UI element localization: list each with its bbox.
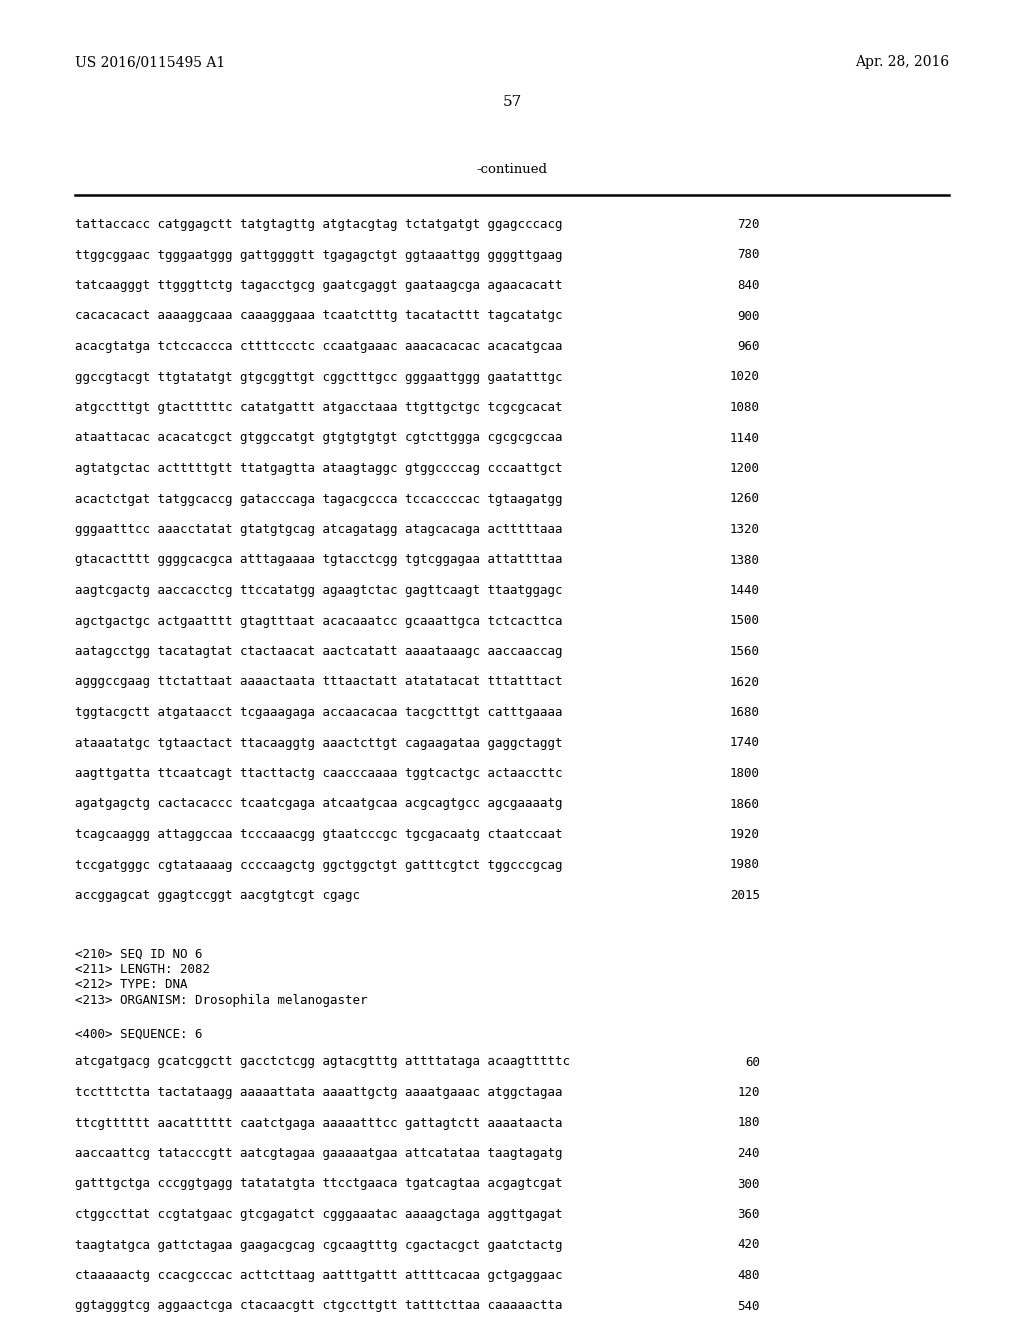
Text: 420: 420 <box>737 1238 760 1251</box>
Text: US 2016/0115495 A1: US 2016/0115495 A1 <box>75 55 225 69</box>
Text: ggtagggtcg aggaactcga ctacaacgtt ctgccttgtt tatttcttaa caaaaactta: ggtagggtcg aggaactcga ctacaacgtt ctgcctt… <box>75 1299 562 1312</box>
Text: gatttgctga cccggtgagg tatatatgta ttcctgaaca tgatcagtaa acgagtcgat: gatttgctga cccggtgagg tatatatgta ttcctga… <box>75 1177 562 1191</box>
Text: agggccgaag ttctattaat aaaactaata tttaactatt atatatacat tttatttact: agggccgaag ttctattaat aaaactaata tttaact… <box>75 676 562 689</box>
Text: tatcaagggt ttgggttctg tagacctgcg gaatcgaggt gaataagcga agaacacatt: tatcaagggt ttgggttctg tagacctgcg gaatcga… <box>75 279 562 292</box>
Text: 1020: 1020 <box>730 371 760 384</box>
Text: agtatgctac actttttgtt ttatgagtta ataagtaggc gtggccccag cccaattgct: agtatgctac actttttgtt ttatgagtta ataagta… <box>75 462 562 475</box>
Text: cacacacact aaaaggcaaa caaagggaaa tcaatctttg tacatacttt tagcatatgc: cacacacact aaaaggcaaa caaagggaaa tcaatct… <box>75 309 562 322</box>
Text: ggccgtacgt ttgtatatgt gtgcggttgt cggctttgcc gggaattggg gaatatttgc: ggccgtacgt ttgtatatgt gtgcggttgt cggcttt… <box>75 371 562 384</box>
Text: tccgatgggc cgtataaaag ccccaagctg ggctggctgt gatttcgtct tggcccgcag: tccgatgggc cgtataaaag ccccaagctg ggctggc… <box>75 858 562 871</box>
Text: -continued: -continued <box>476 162 548 176</box>
Text: acactctgat tatggcaccg gatacccaga tagacgccca tccaccccac tgtaagatgg: acactctgat tatggcaccg gatacccaga tagacgc… <box>75 492 562 506</box>
Text: 57: 57 <box>503 95 521 110</box>
Text: ataattacac acacatcgct gtggccatgt gtgtgtgtgt cgtcttggga cgcgcgccaa: ataattacac acacatcgct gtggccatgt gtgtgtg… <box>75 432 562 445</box>
Text: 1560: 1560 <box>730 645 760 657</box>
Text: 720: 720 <box>737 218 760 231</box>
Text: taagtatgca gattctagaa gaagacgcag cgcaagtttg cgactacgct gaatctactg: taagtatgca gattctagaa gaagacgcag cgcaagt… <box>75 1238 562 1251</box>
Text: <211> LENGTH: 2082: <211> LENGTH: 2082 <box>75 964 210 975</box>
Text: tcagcaaggg attaggccaa tcccaaacgg gtaatcccgc tgcgacaatg ctaatccaat: tcagcaaggg attaggccaa tcccaaacgg gtaatcc… <box>75 828 562 841</box>
Text: atgcctttgt gtactttttc catatgattt atgacctaaa ttgttgctgc tcgcgcacat: atgcctttgt gtactttttc catatgattt atgacct… <box>75 401 562 414</box>
Text: tggtacgctt atgataacct tcgaaagaga accaacacaa tacgctttgt catttgaaaa: tggtacgctt atgataacct tcgaaagaga accaaca… <box>75 706 562 719</box>
Text: ctggccttat ccgtatgaac gtcgagatct cgggaaatac aaaagctaga aggttgagat: ctggccttat ccgtatgaac gtcgagatct cgggaaa… <box>75 1208 562 1221</box>
Text: aagtcgactg aaccacctcg ttccatatgg agaagtctac gagttcaagt ttaatggagc: aagtcgactg aaccacctcg ttccatatgg agaagtc… <box>75 583 562 597</box>
Text: 360: 360 <box>737 1208 760 1221</box>
Text: <212> TYPE: DNA: <212> TYPE: DNA <box>75 978 187 991</box>
Text: acacgtatga tctccaccca cttttccctc ccaatgaaac aaacacacac acacatgcaa: acacgtatga tctccaccca cttttccctc ccaatga… <box>75 341 562 352</box>
Text: aagttgatta ttcaatcagt ttacttactg caacccaaaa tggtcactgc actaaccttc: aagttgatta ttcaatcagt ttacttactg caaccca… <box>75 767 562 780</box>
Text: 60: 60 <box>745 1056 760 1068</box>
Text: 2015: 2015 <box>730 888 760 902</box>
Text: 1440: 1440 <box>730 583 760 597</box>
Text: <213> ORGANISM: Drosophila melanogaster: <213> ORGANISM: Drosophila melanogaster <box>75 994 368 1007</box>
Text: 1920: 1920 <box>730 828 760 841</box>
Text: 180: 180 <box>737 1117 760 1130</box>
Text: 1320: 1320 <box>730 523 760 536</box>
Text: tattaccacc catggagctt tatgtagttg atgtacgtag tctatgatgt ggagcccacg: tattaccacc catggagctt tatgtagttg atgtacg… <box>75 218 562 231</box>
Text: 960: 960 <box>737 341 760 352</box>
Text: 480: 480 <box>737 1269 760 1282</box>
Text: 1860: 1860 <box>730 797 760 810</box>
Text: ctaaaaactg ccacgcccac acttcttaag aatttgattt attttcacaa gctgaggaac: ctaaaaactg ccacgcccac acttcttaag aatttga… <box>75 1269 562 1282</box>
Text: 1500: 1500 <box>730 615 760 627</box>
Text: 1980: 1980 <box>730 858 760 871</box>
Text: agctgactgc actgaatttt gtagtttaat acacaaatcc gcaaattgca tctcacttca: agctgactgc actgaatttt gtagtttaat acacaaa… <box>75 615 562 627</box>
Text: 1200: 1200 <box>730 462 760 475</box>
Text: ttcgtttttt aacatttttt caatctgaga aaaaatttcc gattagtctt aaaataacta: ttcgtttttt aacatttttt caatctgaga aaaaatt… <box>75 1117 562 1130</box>
Text: 1260: 1260 <box>730 492 760 506</box>
Text: ttggcggaac tgggaatggg gattggggtt tgagagctgt ggtaaattgg ggggttgaag: ttggcggaac tgggaatggg gattggggtt tgagagc… <box>75 248 562 261</box>
Text: agatgagctg cactacaccc tcaatcgaga atcaatgcaa acgcagtgcc agcgaaaatg: agatgagctg cactacaccc tcaatcgaga atcaatg… <box>75 797 562 810</box>
Text: accggagcat ggagtccggt aacgtgtcgt cgagc: accggagcat ggagtccggt aacgtgtcgt cgagc <box>75 888 360 902</box>
Text: <400> SEQUENCE: 6: <400> SEQUENCE: 6 <box>75 1027 203 1040</box>
Text: 780: 780 <box>737 248 760 261</box>
Text: 1800: 1800 <box>730 767 760 780</box>
Text: Apr. 28, 2016: Apr. 28, 2016 <box>855 55 949 69</box>
Text: 1740: 1740 <box>730 737 760 750</box>
Text: <210> SEQ ID NO 6: <210> SEQ ID NO 6 <box>75 948 203 961</box>
Text: 900: 900 <box>737 309 760 322</box>
Text: gtacactttt ggggcacgca atttagaaaa tgtacctcgg tgtcggagaa attattttaa: gtacactttt ggggcacgca atttagaaaa tgtacct… <box>75 553 562 566</box>
Text: tcctttctta tactataagg aaaaattata aaaattgctg aaaatgaaac atggctagaa: tcctttctta tactataagg aaaaattata aaaattg… <box>75 1086 562 1100</box>
Text: aaccaattcg tatacccgtt aatcgtagaa gaaaaatgaa attcatataa taagtagatg: aaccaattcg tatacccgtt aatcgtagaa gaaaaat… <box>75 1147 562 1160</box>
Text: 300: 300 <box>737 1177 760 1191</box>
Text: 840: 840 <box>737 279 760 292</box>
Text: aatagcctgg tacatagtat ctactaacat aactcatatt aaaataaagc aaccaaccag: aatagcctgg tacatagtat ctactaacat aactcat… <box>75 645 562 657</box>
Text: gggaatttcc aaacctatat gtatgtgcag atcagatagg atagcacaga actttttaaa: gggaatttcc aaacctatat gtatgtgcag atcagat… <box>75 523 562 536</box>
Text: atcgatgacg gcatcggctt gacctctcgg agtacgtttg attttataga acaagtttttc: atcgatgacg gcatcggctt gacctctcgg agtacgt… <box>75 1056 570 1068</box>
Text: 1680: 1680 <box>730 706 760 719</box>
Text: 1380: 1380 <box>730 553 760 566</box>
Text: 540: 540 <box>737 1299 760 1312</box>
Text: 120: 120 <box>737 1086 760 1100</box>
Text: 1080: 1080 <box>730 401 760 414</box>
Text: 1140: 1140 <box>730 432 760 445</box>
Text: 1620: 1620 <box>730 676 760 689</box>
Text: 240: 240 <box>737 1147 760 1160</box>
Text: ataaatatgc tgtaactact ttacaaggtg aaactcttgt cagaagataa gaggctaggt: ataaatatgc tgtaactact ttacaaggtg aaactct… <box>75 737 562 750</box>
